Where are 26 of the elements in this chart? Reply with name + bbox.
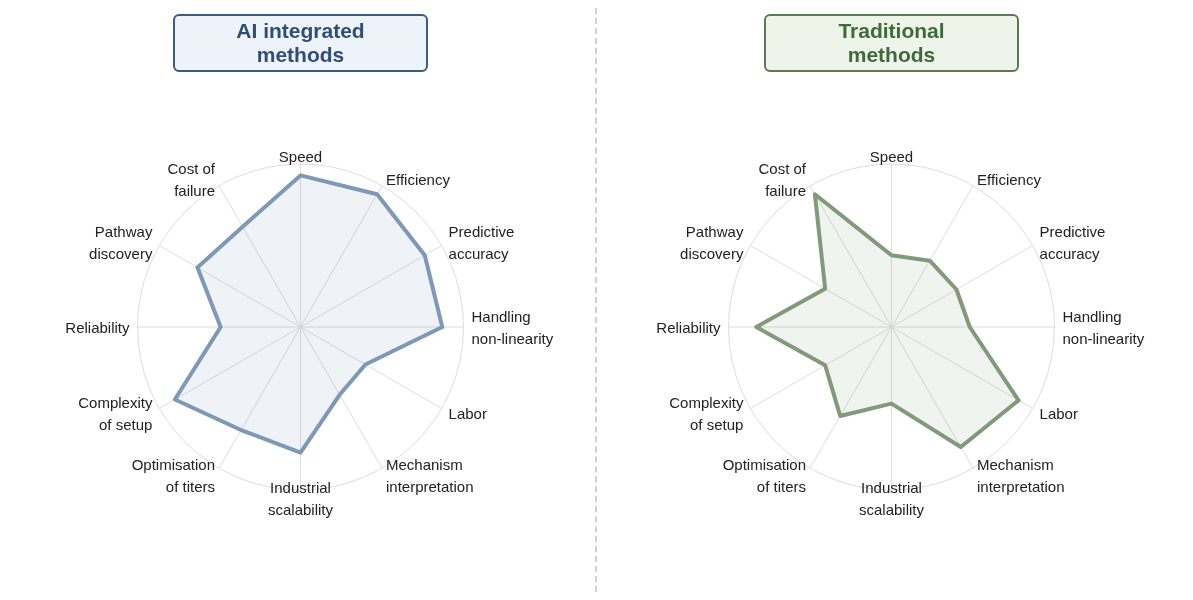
spoke-label: Speed [278,147,323,165]
spoke-label: Industrial scalability [858,478,925,518]
spoke-label: Complexity of setup [669,393,744,432]
spoke-label: Speed [869,147,914,165]
spoke-label: Predictive accuracy [448,222,515,261]
spoke-label: Optimisation of titers [131,455,215,495]
spoke-label: Predictive accuracy [1039,222,1106,261]
spoke-label: Labor [1039,404,1078,421]
spoke-label: Mechanism interpretation [977,455,1065,495]
spoke-label: Handling non-linearity [1062,307,1145,347]
spoke-label: Efficiency [386,170,451,188]
spoke-label: Reliability [65,318,130,336]
spoke-label: Optimisation of titers [722,455,806,495]
chart-title: AI integrated methods [173,14,428,72]
spoke-label: Pathway discovery [680,222,744,261]
spoke-label: Pathway discovery [89,222,153,261]
spoke-label: Labor [448,404,487,421]
spoke-label: Cost of failure [167,159,216,199]
spoke-label: Efficiency [977,170,1042,188]
spoke-label: Industrial scalability [267,478,334,518]
spoke-label: Handling non-linearity [471,307,554,347]
spoke-label: Mechanism interpretation [386,455,474,495]
spoke-label: Reliability [656,318,721,336]
spoke-label: Complexity of setup [78,393,153,432]
spoke-label: Cost of failure [758,159,807,199]
chart-title: Traditional methods [764,14,1019,72]
